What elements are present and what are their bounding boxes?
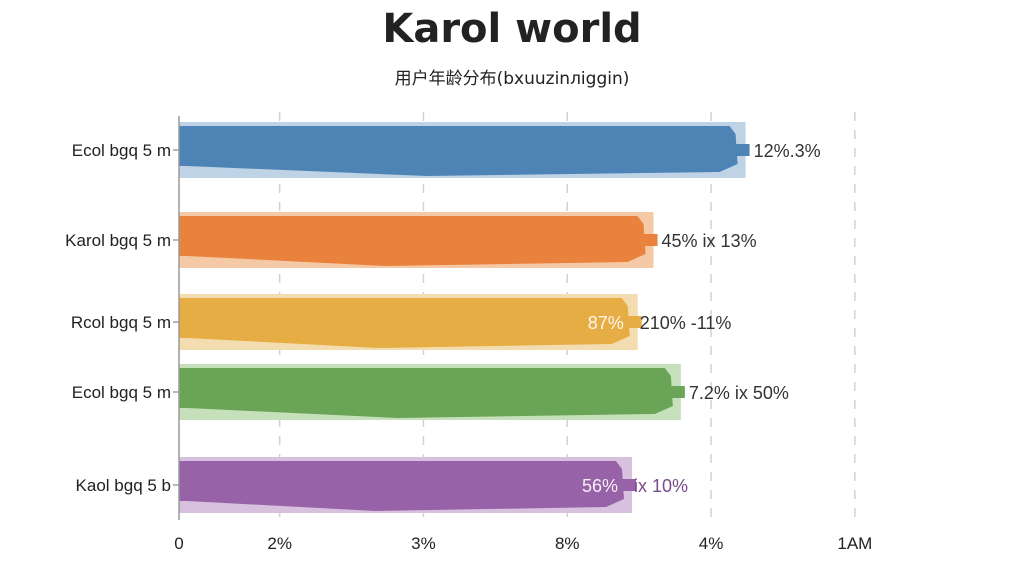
x-tick-label-0: 0 xyxy=(174,534,183,553)
bar-connector-2 xyxy=(617,316,642,328)
bar-inner-label-4: 56% xyxy=(582,476,618,496)
category-label-3: Ecol bgq 5 m xyxy=(72,383,171,402)
x-tick-label-1: 2% xyxy=(267,534,292,553)
bar-value-label-3: 7.2% ix 50% xyxy=(689,383,789,403)
category-label-0: Ecol bgq 5 m xyxy=(72,141,171,160)
bar-value-label-4: ix 10% xyxy=(634,476,688,496)
bar-value-label-0: 12%.3% xyxy=(754,141,821,161)
bar-2 xyxy=(179,298,630,348)
bar-3 xyxy=(179,368,673,418)
category-label-2: Rcol bgq 5 m xyxy=(71,313,171,332)
bar-connector-0 xyxy=(725,144,750,156)
category-label-1: Karol bgq 5 m xyxy=(65,231,171,250)
bar-0 xyxy=(179,126,738,176)
category-label-4: Kaol bgq 5 b xyxy=(76,476,171,495)
chart-title: Karol world xyxy=(382,6,642,52)
x-tick-label-4: 4% xyxy=(699,534,724,553)
x-tick-label-5: 1AM xyxy=(837,534,872,553)
bar-layer xyxy=(179,122,750,513)
bar-4 xyxy=(179,461,624,511)
x-tick-label-2: 3% xyxy=(411,534,436,553)
bar-value-label-1: 45% ix 13% xyxy=(662,231,757,251)
axis-layer xyxy=(173,116,180,520)
bar-1 xyxy=(179,216,646,266)
bar-connector-3 xyxy=(660,386,685,398)
bar-connector-4 xyxy=(611,479,636,491)
bar-value-label-2: 210% -11% xyxy=(640,313,732,333)
chart-subtitle: 用户年龄分布(bxuuzinлiggin) xyxy=(394,69,630,89)
label-layer: Ecol bgq 5 m 12%.3% Karol bgq 5 m 45% ix 13… xyxy=(65,141,872,553)
x-tick-label-3: 8% xyxy=(555,534,580,553)
bar-connector-1 xyxy=(633,234,658,246)
bar-inner-label-2: 87% xyxy=(588,313,624,333)
